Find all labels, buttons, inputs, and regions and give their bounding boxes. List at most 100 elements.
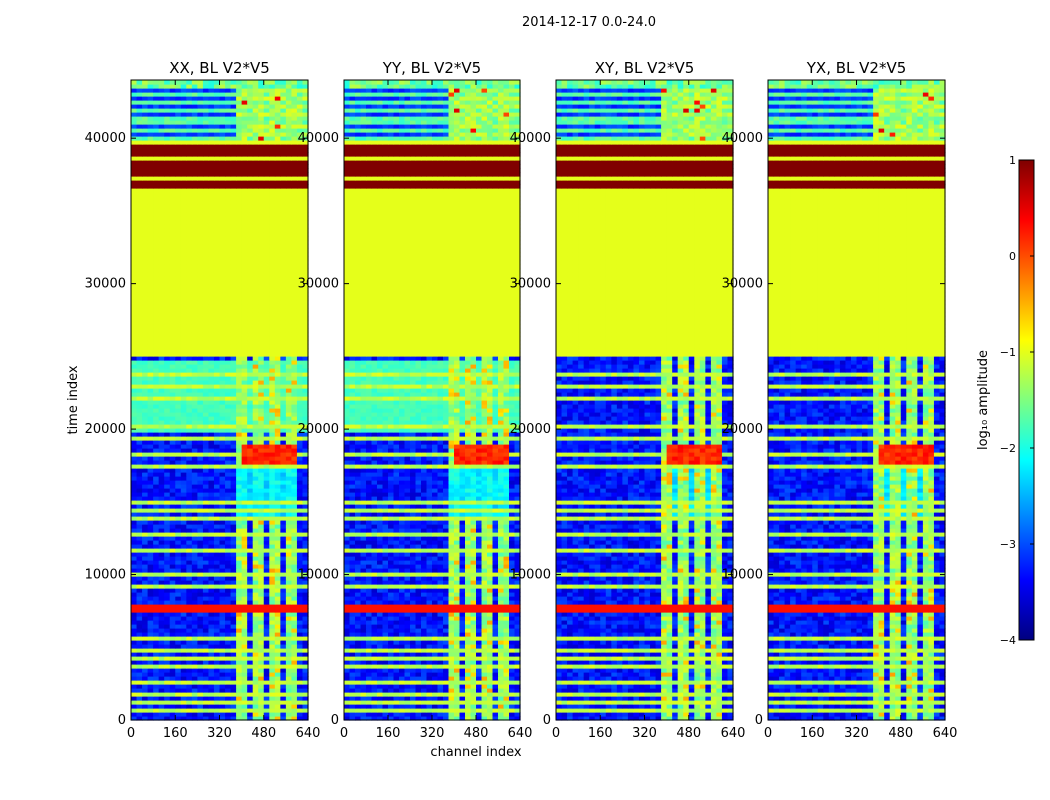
- heatmap-cell: [164, 476, 171, 481]
- heatmap-cell: [180, 400, 187, 405]
- heatmap-cell: [175, 572, 182, 577]
- heatmap-cell: [274, 192, 281, 197]
- heatmap-cell: [197, 616, 204, 621]
- heatmap-cell: [208, 356, 215, 361]
- heatmap-cell: [191, 432, 198, 437]
- heatmap-cell: [147, 256, 154, 261]
- heatmap-cell: [169, 436, 176, 441]
- heatmap-cell: [142, 428, 149, 433]
- heatmap-cell: [291, 404, 298, 409]
- heatmap-cell: [280, 248, 287, 253]
- heatmap-cell: [219, 192, 226, 197]
- heatmap-cell: [191, 660, 198, 665]
- heatmap-cell: [202, 188, 210, 193]
- heatmap-cell: [247, 320, 254, 325]
- heatmap-cell: [213, 672, 221, 677]
- heatmap-cell: [225, 504, 232, 509]
- heatmap-cell: [252, 172, 259, 177]
- heatmap-cell: [225, 172, 232, 177]
- heatmap-cell: [191, 536, 198, 541]
- heatmap-cell: [136, 608, 143, 613]
- heatmap-cell: [236, 636, 243, 641]
- heatmap-cell: [285, 368, 293, 373]
- heatmap-cell: [197, 396, 204, 401]
- heatmap-cell: [230, 664, 237, 669]
- heatmap-cell: [236, 292, 243, 297]
- heatmap-cell: [274, 588, 281, 593]
- heatmap-cell: [147, 452, 154, 457]
- heatmap-cell: [158, 356, 165, 361]
- heatmap-cell: [296, 284, 304, 289]
- heatmap-cell: [180, 584, 187, 589]
- heatmap-cell: [208, 564, 215, 569]
- heatmap-cell: [241, 692, 248, 697]
- heatmap-cell: [186, 508, 193, 513]
- heatmap-cell: [291, 384, 298, 389]
- heatmap-cell: [197, 148, 204, 153]
- heatmap-cell: [208, 552, 215, 557]
- heatmap-cell: [147, 244, 154, 249]
- heatmap-cell: [191, 404, 198, 409]
- heatmap-cell: [136, 360, 143, 365]
- heatmap-cell: [202, 356, 210, 361]
- heatmap-cell: [136, 240, 143, 245]
- heatmap-cell: [208, 488, 215, 493]
- heatmap-cell: [208, 332, 215, 337]
- heatmap-cell: [252, 364, 259, 369]
- heatmap-cell: [247, 660, 254, 665]
- heatmap-cell: [296, 152, 304, 157]
- heatmap-cell: [142, 372, 149, 377]
- heatmap-cell: [136, 540, 143, 545]
- heatmap-cell: [302, 576, 309, 581]
- heatmap-cell: [158, 316, 165, 321]
- heatmap-cell: [247, 632, 254, 637]
- heatmap-cell: [236, 644, 243, 649]
- heatmap-cell: [269, 520, 276, 525]
- heatmap-cell: [191, 620, 198, 625]
- heatmap-cell: [153, 420, 160, 425]
- heatmap-cell: [142, 488, 149, 493]
- heatmap-cell: [175, 416, 182, 421]
- heatmap-cell: [202, 268, 210, 273]
- heatmap-cell: [142, 544, 149, 549]
- heatmap-cell: [225, 480, 232, 485]
- heatmap-cell: [158, 240, 165, 245]
- heatmap-cell: [302, 180, 309, 185]
- heatmap-cell: [241, 500, 248, 505]
- heatmap-cell: [191, 520, 198, 525]
- heatmap-cell: [296, 460, 304, 465]
- heatmap-cell: [258, 296, 265, 301]
- heatmap-cell: [258, 252, 265, 257]
- heatmap-cell: [236, 696, 243, 701]
- heatmap-cell: [175, 596, 182, 601]
- heatmap-cell: [274, 128, 281, 133]
- heatmap-cell: [302, 252, 309, 257]
- heatmap-cell: [258, 248, 265, 253]
- heatmap-cell: [175, 292, 182, 297]
- heatmap-cell: [202, 152, 210, 157]
- heatmap-cell: [164, 704, 171, 709]
- heatmap-cell: [280, 492, 287, 497]
- heatmap-cell: [302, 316, 309, 321]
- heatmap-cell: [230, 272, 237, 277]
- heatmap-cell: [208, 196, 215, 201]
- heatmap-cell: [302, 624, 309, 629]
- heatmap-cell: [142, 188, 149, 193]
- heatmap-cell: [213, 148, 221, 153]
- heatmap-cell: [213, 472, 221, 477]
- heatmap-cell: [197, 552, 204, 557]
- heatmap-cell: [274, 356, 281, 361]
- heatmap-cell: [274, 572, 281, 577]
- heatmap-cell: [191, 168, 198, 173]
- heatmap-cell: [225, 424, 232, 429]
- heatmap-cell: [175, 608, 182, 613]
- heatmap-cell: [164, 552, 171, 557]
- heatmap-cell: [202, 100, 210, 105]
- heatmap-cell: [302, 444, 309, 449]
- heatmap-cell: [202, 280, 210, 285]
- heatmap-cell: [230, 708, 237, 713]
- heatmap-cell: [230, 548, 237, 553]
- heatmap-cell: [219, 620, 226, 625]
- heatmap-cell: [175, 160, 182, 165]
- heatmap-cell: [291, 344, 298, 349]
